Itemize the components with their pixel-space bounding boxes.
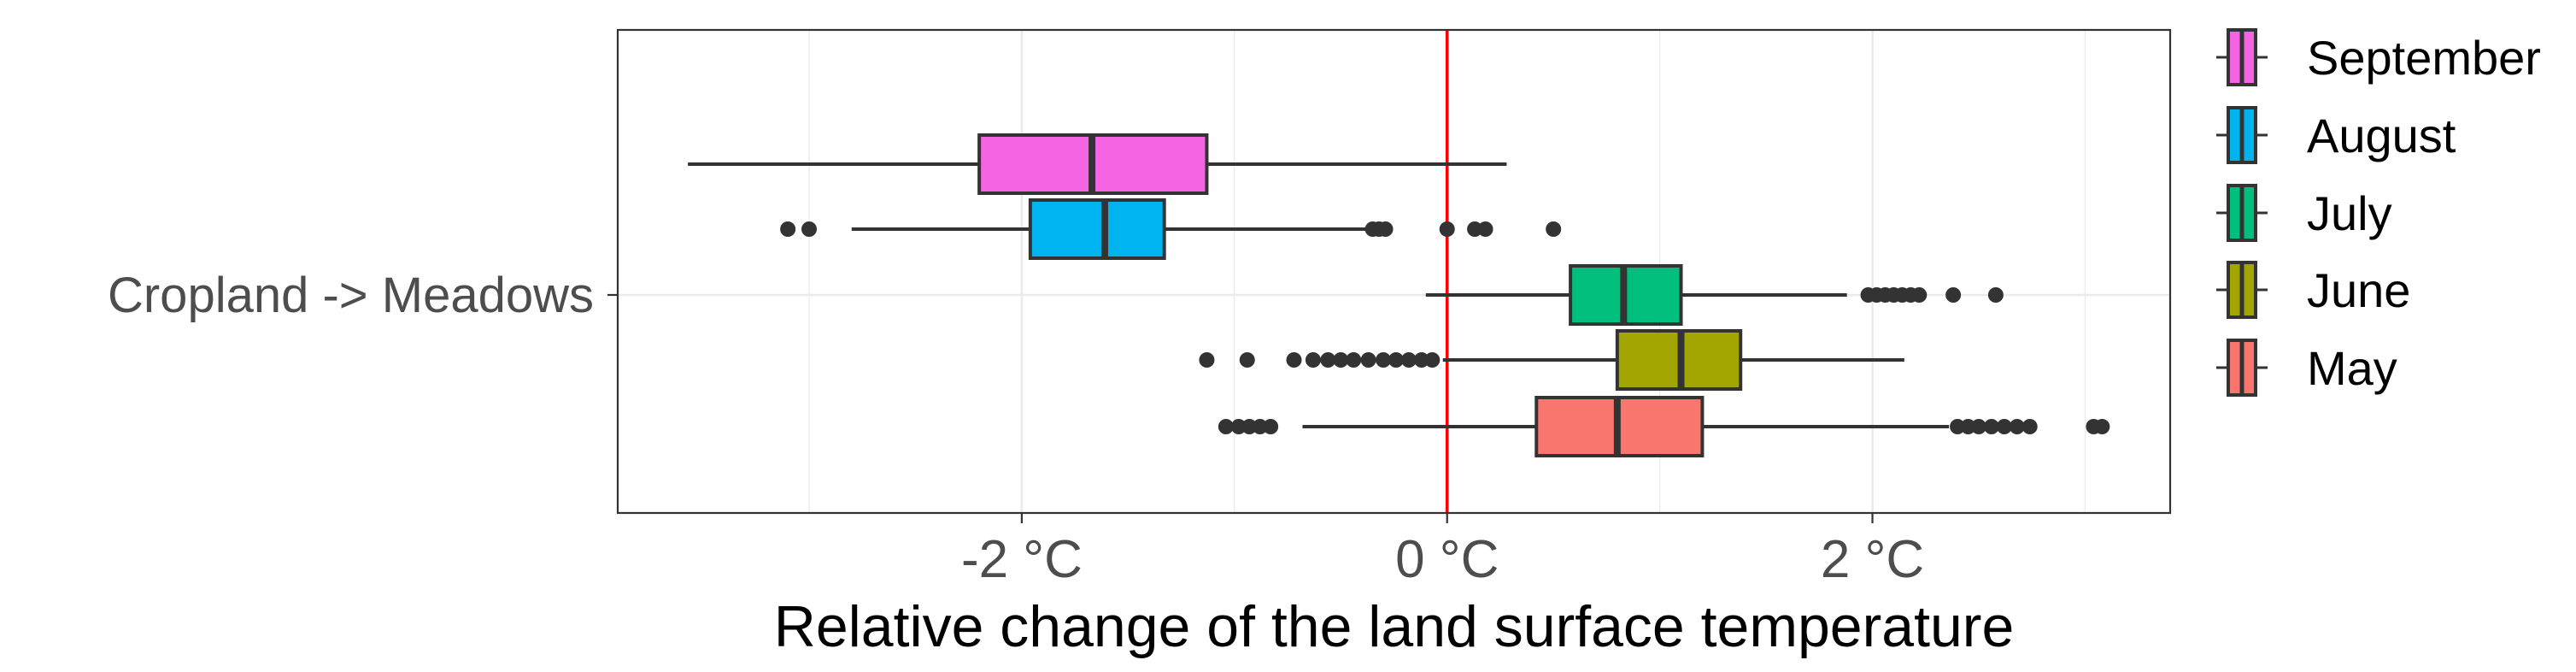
outlier-point <box>1239 352 1255 368</box>
outlier-point <box>1241 419 1258 434</box>
grid <box>618 30 2170 513</box>
box-august <box>780 198 1562 260</box>
legend-item-june: June <box>2216 261 2410 319</box>
box-september <box>688 133 1507 195</box>
outlier-point <box>1199 352 1215 368</box>
outlier-point <box>1388 352 1404 368</box>
legend-item-september: September <box>2216 28 2541 86</box>
outlier-point <box>1377 221 1394 237</box>
outlier-point <box>1467 221 1483 237</box>
legend-label: July <box>2307 186 2392 240</box>
outlier-point <box>1945 287 1962 303</box>
box-july <box>1425 264 2004 326</box>
outlier-point <box>801 221 818 237</box>
outlier-point <box>1376 352 1392 368</box>
outlier-point <box>2021 419 2038 434</box>
outlier-point <box>780 221 796 237</box>
panel-border <box>616 28 2172 515</box>
outlier-point <box>1230 419 1247 434</box>
axes: Cropland -> Meadows Relative change of t… <box>108 268 2014 659</box>
outlier-point <box>1320 352 1336 368</box>
box-iqr <box>1028 198 1166 260</box>
outlier-point <box>1263 419 1279 434</box>
outlier-point <box>2009 419 2025 434</box>
outlier-point <box>1424 352 1441 368</box>
x-axis-title: Relative change of the land surface temp… <box>774 594 2015 659</box>
outlier-point <box>1252 419 1268 434</box>
outlier-point <box>1346 352 1362 368</box>
outlier-point <box>1218 419 1234 434</box>
legend-item-may: May <box>2216 339 2397 397</box>
outlier-point <box>1960 419 1976 434</box>
outlier-point <box>1911 287 1928 303</box>
outlier-point <box>2094 419 2110 434</box>
outlier-point <box>1950 419 1966 434</box>
outlier-point <box>1286 352 1302 368</box>
outlier-point <box>1439 221 1455 237</box>
x-tick-label: -2 °C <box>961 530 1083 589</box>
legend-label: June <box>2307 263 2410 317</box>
x-ticks: -2 °C 0 °C 2 °C <box>961 513 1924 589</box>
outlier-point <box>1983 419 1999 434</box>
outlier-point <box>1360 352 1376 368</box>
outlier-point <box>1400 352 1417 368</box>
legend-label: September <box>2307 31 2541 85</box>
outlier-point <box>1987 287 2004 303</box>
y-category-label: Cropland -> Meadows <box>108 268 594 323</box>
outlier-point <box>1546 221 1562 237</box>
outlier-point <box>1333 352 1349 368</box>
box-june <box>1199 329 1904 391</box>
legend-item-july: July <box>2216 184 2392 242</box>
outlier-point <box>1413 352 1429 368</box>
x-tick-label: 0 °C <box>1395 530 1499 589</box>
x-tick-label: 2 °C <box>1821 530 1924 589</box>
outlier-point <box>1305 352 1321 368</box>
boxes <box>688 133 2110 457</box>
legend-item-august: August <box>2216 106 2456 164</box>
outlier-point <box>1970 419 1986 434</box>
outlier-point <box>1996 419 2012 434</box>
box-may <box>1218 396 2110 457</box>
legend-label: May <box>2307 341 2397 395</box>
legend-label: August <box>2307 109 2456 162</box>
legend: September August July June May <box>2216 28 2541 397</box>
outlier-point <box>1477 221 1493 237</box>
